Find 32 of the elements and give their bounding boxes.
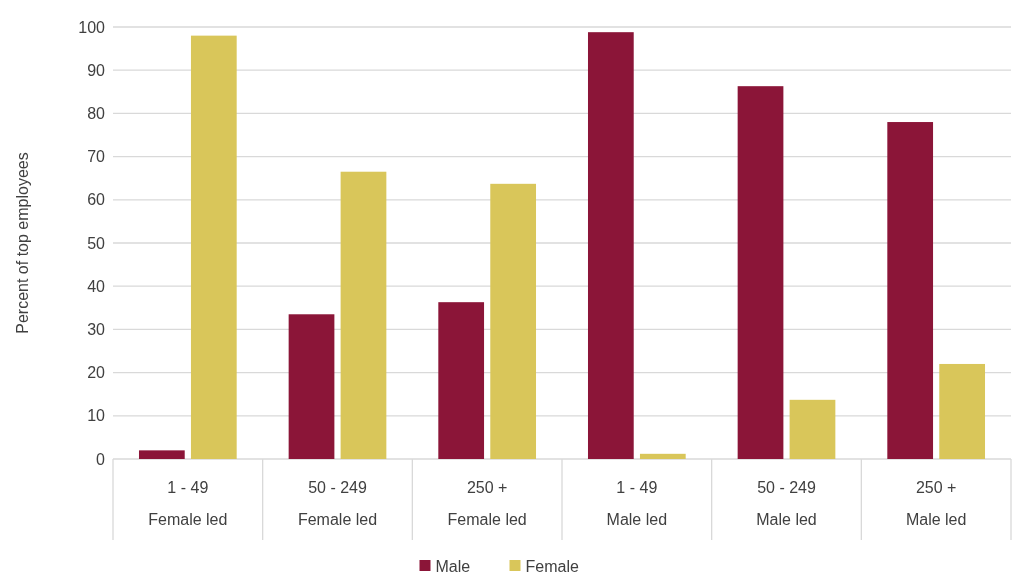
bar: [340, 171, 387, 459]
bar: [587, 32, 634, 459]
y-tick-label: 80: [87, 105, 106, 122]
x-tick-label: 250 + Female led: [447, 479, 527, 528]
y-tick-label: 20: [87, 364, 106, 382]
y-tick-label: 10: [87, 407, 106, 425]
bar: [789, 399, 836, 459]
x-tick-label: 1 - 49 Male led: [606, 479, 668, 528]
y-tick-label: 100: [78, 18, 106, 36]
bar: [887, 122, 934, 459]
bar: [939, 363, 986, 459]
legend-label: Female: [525, 558, 579, 575]
y-tick-label: 30: [87, 321, 106, 338]
y-tick-label: 90: [87, 61, 106, 79]
bar: [490, 183, 537, 459]
bar: [639, 453, 686, 459]
y-tick-label: 0: [96, 450, 106, 468]
y-axis-title: Percent of top employees: [14, 152, 31, 334]
bar: [288, 314, 335, 459]
bar: [737, 86, 784, 459]
x-tick-label: 250 + Male led: [905, 479, 967, 528]
legend-label: Male: [435, 558, 471, 575]
x-tick-label: 50 - 249 Female led: [297, 479, 378, 528]
y-tick-label: 70: [87, 148, 106, 166]
bar: [438, 302, 485, 459]
x-tick-label: 50 - 249 Male led: [756, 479, 817, 528]
bar: [190, 35, 237, 459]
y-tick-label: 40: [87, 277, 106, 295]
y-tick-label: 60: [87, 191, 106, 209]
x-tick-label: 1 - 49 Female led: [148, 479, 228, 528]
y-tick-label: 50: [87, 234, 106, 252]
bar: [138, 450, 185, 459]
